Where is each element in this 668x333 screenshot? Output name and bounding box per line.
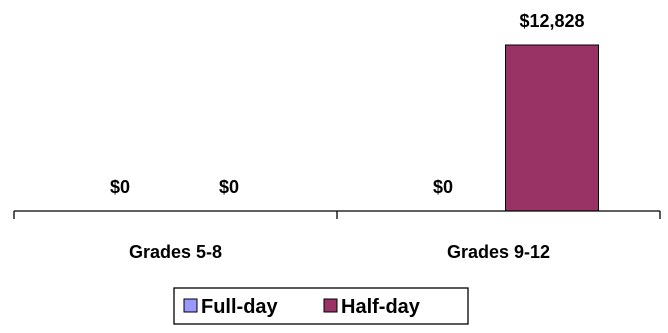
bar-half-day-2 bbox=[505, 44, 599, 212]
value-label-full-day-1: $0 bbox=[110, 177, 130, 197]
legend-label-full-day: Full-day bbox=[201, 296, 279, 318]
legend: Full-day Half-day bbox=[173, 287, 469, 325]
x-axis bbox=[13, 210, 661, 219]
category-labels-layer: Grades 5-8 Grades 9-12 bbox=[129, 242, 550, 262]
category-label-2: Grades 9-12 bbox=[447, 242, 550, 262]
value-label-full-day-2: $0 bbox=[433, 177, 453, 197]
legend-swatch-full-day bbox=[183, 298, 198, 313]
legend-box bbox=[173, 287, 469, 325]
legend-swatch-half-day bbox=[323, 298, 338, 313]
category-label-1: Grades 5-8 bbox=[129, 242, 222, 262]
legend-label-half-day: Half-day bbox=[341, 296, 421, 318]
value-labels-layer: $0 $0 $0 $12,828 bbox=[110, 11, 585, 197]
bars-layer bbox=[505, 44, 599, 212]
value-label-half-day-1: $0 bbox=[219, 177, 239, 197]
value-label-half-day-2: $12,828 bbox=[519, 11, 584, 31]
